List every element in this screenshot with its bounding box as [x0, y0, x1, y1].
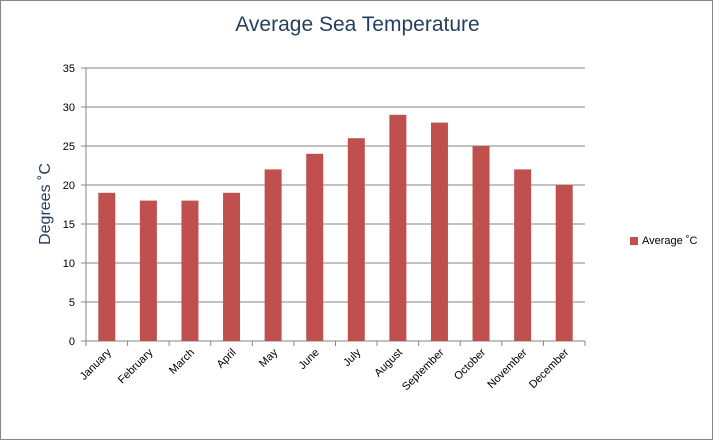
x-tick-label: April	[215, 347, 239, 371]
x-tick-label: November	[485, 346, 530, 391]
x-tick-label: June	[296, 347, 321, 372]
y-tick-label: 5	[69, 297, 75, 309]
bar-february	[139, 200, 157, 341]
x-tick-label: May	[257, 346, 281, 370]
bar-october	[472, 146, 490, 341]
x-tick-label: August	[372, 347, 405, 380]
bar-january	[98, 192, 116, 341]
x-tick-label: July	[341, 346, 364, 369]
bar-april	[223, 192, 241, 341]
bar-september	[430, 122, 448, 341]
x-tick-label: October	[452, 346, 488, 382]
bar-june	[306, 153, 324, 341]
y-tick-label: 35	[63, 63, 75, 75]
y-tick-label: 30	[63, 102, 75, 114]
bar-march	[181, 200, 199, 341]
y-tick-label: 25	[63, 141, 75, 153]
legend: Average ˚C	[630, 235, 697, 247]
x-tick-label: December	[527, 346, 572, 391]
bar-august	[389, 114, 407, 341]
x-tick-label: March	[167, 347, 197, 377]
legend-label: Average ˚C	[642, 235, 698, 247]
y-tick-label: 10	[63, 258, 75, 270]
legend-swatch	[630, 237, 638, 245]
x-tick-label: February	[116, 346, 156, 386]
x-tick-label: January	[78, 346, 115, 383]
chart-title: Average Sea Temperature	[235, 13, 480, 36]
bar-july	[347, 138, 365, 341]
y-tick-label: 0	[69, 336, 75, 348]
x-tick-label: September	[400, 346, 447, 393]
y-tick-label: 15	[63, 219, 75, 231]
bar-december	[555, 185, 573, 341]
bar-may	[264, 169, 282, 341]
bar-november	[514, 169, 532, 341]
y-tick-label: 20	[63, 180, 75, 192]
